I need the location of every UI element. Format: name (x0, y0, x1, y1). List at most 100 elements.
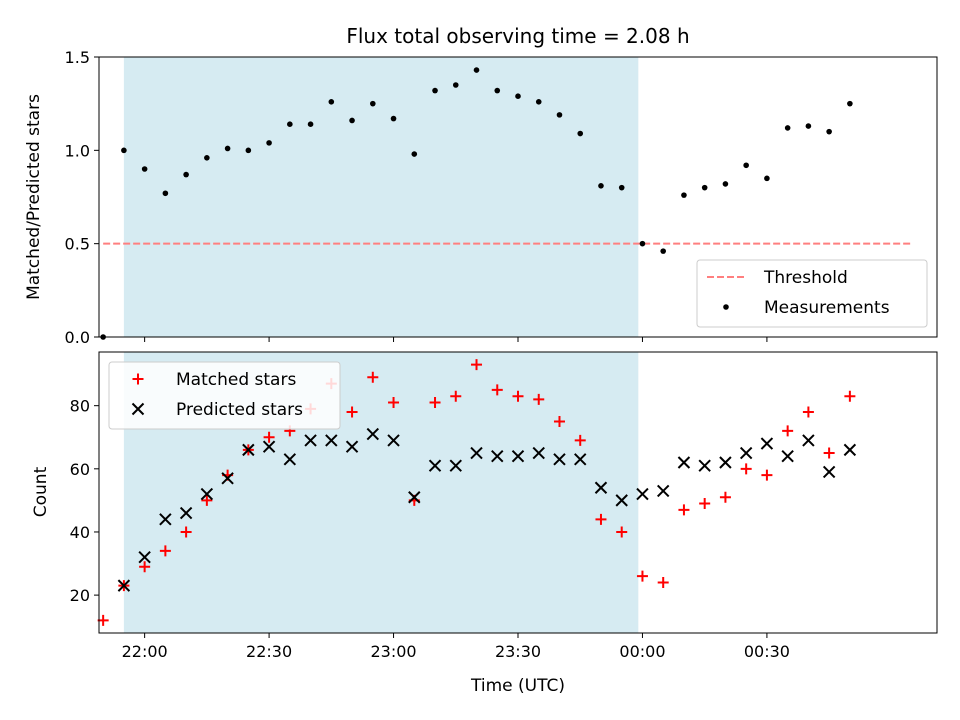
matched-star-point (450, 390, 462, 402)
y-tick-label: 80 (70, 397, 90, 416)
matched-star-point (844, 390, 856, 402)
measurement-point (452, 82, 459, 88)
predicted-star-point (345, 440, 359, 453)
measurement-point (784, 125, 791, 131)
predicted-star-point (802, 434, 815, 447)
matched-star-point (512, 390, 524, 402)
matched-star-point (657, 576, 669, 588)
measurement-point (204, 155, 210, 161)
matched-star-point (719, 491, 731, 503)
measurement-point (162, 190, 169, 197)
measurement-point (390, 115, 397, 122)
measurement-point (847, 100, 853, 107)
axes-frame (98, 351, 938, 634)
measurement-point (535, 99, 542, 105)
measurement-point (349, 117, 355, 124)
measurement-point (764, 175, 770, 182)
measurement-point (805, 123, 812, 129)
legend-matched-swatch (132, 373, 144, 385)
predicted-star-point (822, 465, 836, 479)
x-tick-label: 23:30 (495, 642, 541, 661)
predicted-star-point (615, 494, 628, 507)
predicted-star-point (304, 434, 317, 447)
predicted-star-point (428, 459, 442, 472)
matched-star-point (782, 425, 794, 437)
measurement-point (328, 99, 335, 105)
matched-star-point (471, 359, 483, 371)
measurement-point (121, 147, 127, 154)
predicted-star-point (221, 472, 234, 485)
predicted-star-point (325, 434, 338, 447)
predicted-star-point (781, 449, 794, 463)
legend-box (696, 259, 928, 328)
predicted-star-point (532, 446, 545, 460)
legend-label: Threshold (763, 268, 848, 288)
y-tick-label: 1.0 (65, 141, 90, 160)
predicted-star-point (636, 487, 649, 501)
matched-star-point (616, 526, 628, 538)
y-tick-label: 60 (70, 460, 90, 479)
matched-star-point (491, 384, 503, 396)
y-tick-label: 0.0 (65, 328, 90, 347)
legend-label: Measurements (764, 298, 890, 318)
shaded-observing-window (123, 57, 639, 337)
predicted-star-point (387, 434, 400, 447)
measurement-point (307, 121, 314, 127)
measurement-point (224, 145, 231, 152)
measurement-point (287, 121, 293, 127)
matched-star-point (636, 570, 648, 582)
predicted-star-point (242, 443, 255, 457)
legend: Matched stars Predicted stars (108, 361, 341, 430)
measurement-point (183, 171, 189, 178)
y-tick-label: 20 (70, 586, 90, 605)
x-tick-label: 23:00 (370, 642, 416, 661)
predicted-star-point (760, 437, 774, 450)
y-tick-label: 1.5 (65, 48, 90, 67)
legend: Threshold Measurements (696, 259, 928, 328)
measurement-point (515, 93, 521, 99)
measurement-point (826, 128, 832, 135)
y-tick-label: 40 (70, 523, 90, 542)
legend-predicted-swatch (131, 402, 145, 416)
predicted-star-point (511, 449, 525, 463)
predicted-star-point (138, 551, 151, 564)
legend-box (108, 361, 341, 430)
predicted-star-point (594, 481, 608, 494)
measurement-point (598, 183, 604, 189)
matched-star-point (595, 513, 607, 525)
top-ylabel: Matched/Predicted stars (24, 94, 44, 300)
predicted-star-point (843, 443, 857, 457)
measurement-point (639, 240, 646, 247)
measurement-point (577, 130, 584, 137)
predicted-star-point (491, 449, 504, 463)
x-tick-label: 22:30 (246, 642, 292, 661)
bottom-ylabel: Count (31, 466, 51, 517)
chart-title: Flux total observing time = 2.08 h (346, 24, 689, 48)
matched-star-point (533, 393, 545, 405)
measurement-point (266, 140, 272, 146)
measurement-point (245, 147, 252, 154)
matched-star-point (180, 526, 192, 538)
matched-star-point (699, 498, 711, 510)
x-tick-label: 00:00 (619, 642, 665, 661)
matched-star-point (367, 371, 379, 383)
measurement-point (701, 184, 708, 191)
predicted-star-point (408, 491, 421, 504)
legend-measurement-swatch (723, 304, 729, 310)
x-axis-label: Time (UTC) (470, 676, 565, 696)
matched-star-point (388, 397, 400, 409)
predicted-star-point (283, 453, 297, 466)
predicted-star-point (200, 487, 214, 501)
measurement-point (432, 87, 438, 94)
measurement-point (411, 151, 418, 157)
matched-star-point (201, 494, 213, 506)
x-tick-label: 00:30 (744, 642, 790, 661)
measurement-point (722, 181, 729, 187)
predicted-star-point (677, 456, 691, 469)
matched-star-point (678, 504, 690, 516)
predicted-star-point (117, 579, 131, 592)
predicted-star-point (719, 456, 732, 469)
predicted-star-point (739, 446, 753, 460)
predicted-star-point (366, 427, 380, 441)
